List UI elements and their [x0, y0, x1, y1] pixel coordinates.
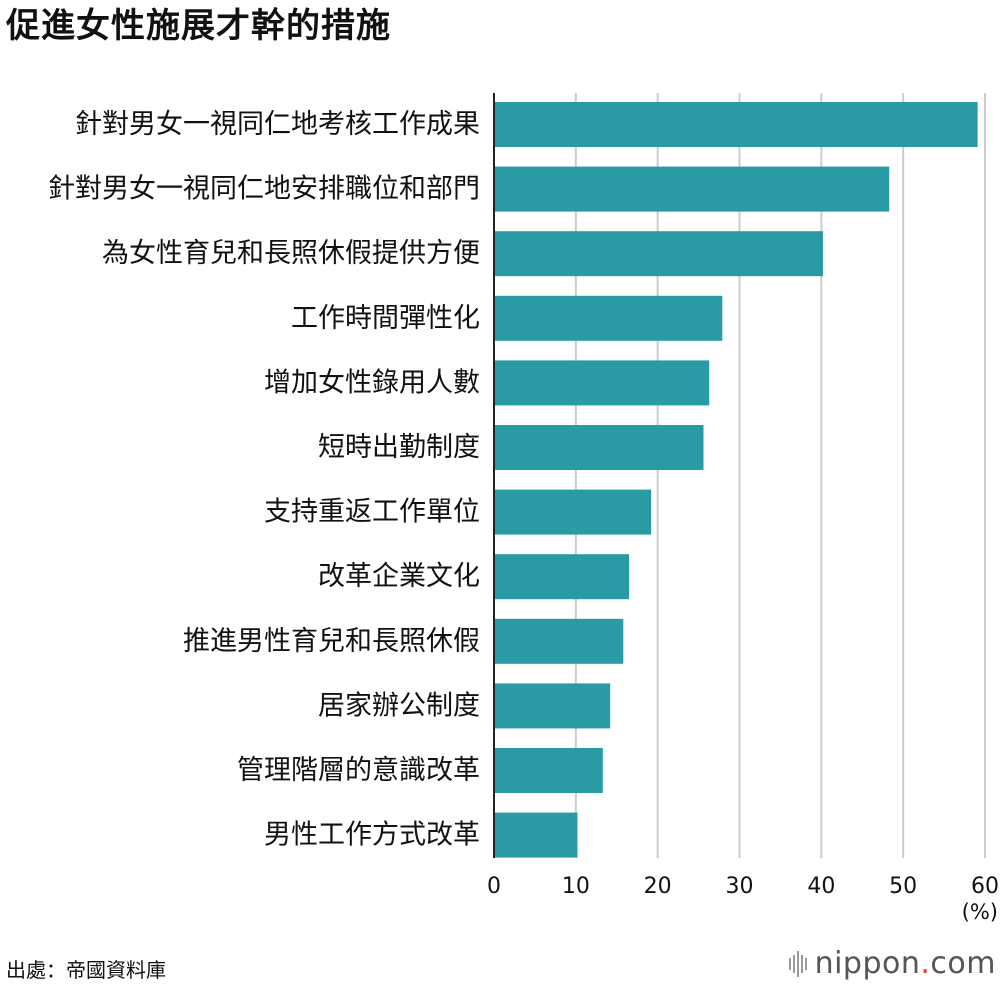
category-label-8: 推進男性育兒和長照休假	[183, 626, 480, 657]
bar-2	[494, 231, 823, 277]
category-label-6: 支持重返工作單位	[264, 497, 480, 528]
bar-11	[494, 812, 578, 858]
category-label-11: 男性工作方式改革	[264, 820, 480, 851]
category-label-7: 改革企業文化	[318, 561, 480, 592]
bar-3	[494, 295, 723, 341]
category-label-2: 為女性育兒和長照休假提供方便	[102, 238, 480, 269]
logo-text: nippon.com	[814, 946, 996, 981]
category-label-9: 居家辦公制度	[318, 690, 480, 721]
bar-8	[494, 618, 624, 664]
category-label-3: 工作時間彈性化	[291, 303, 480, 334]
x-tick-label-20: 20	[644, 874, 672, 899]
bar-7	[494, 554, 630, 600]
bar-10	[494, 748, 603, 793]
category-label-0: 針對男女一視同仁地考核工作成果	[75, 109, 480, 140]
x-tick-label-30: 30	[726, 874, 754, 899]
category-label-10: 管理階層的意識改革	[237, 755, 480, 786]
category-label-5: 短時出勤制度	[318, 432, 480, 463]
x-tick-label-60: 60	[971, 874, 999, 899]
source-note: 出處：帝國資料庫	[6, 958, 166, 982]
category-label-4: 增加女性錄用人數	[264, 367, 480, 398]
x-tick-label-50: 50	[889, 874, 917, 899]
axis-unit-label: (%)	[961, 900, 998, 924]
x-tick-label-10: 10	[562, 874, 590, 899]
x-tick-label-0: 0	[487, 874, 501, 899]
bar-5	[494, 425, 704, 470]
bar-6	[494, 489, 652, 535]
logo-bars-icon	[788, 951, 807, 977]
x-tick-label-40: 40	[807, 874, 835, 899]
category-label-1: 針對男女一視同仁地安排職位和部門	[48, 174, 480, 205]
bar-4	[494, 360, 710, 406]
bar-1	[494, 166, 890, 212]
chart-title: 促進女性施展才幹的措施	[6, 6, 391, 46]
bar-chart: 針對男女一視同仁地考核工作成果針對男女一視同仁地安排職位和部門為女性育兒和長照休…	[48, 93, 999, 899]
bar-0	[494, 102, 978, 147]
bar-9	[494, 683, 611, 729]
nippon-logo: nippon.com	[788, 944, 996, 984]
